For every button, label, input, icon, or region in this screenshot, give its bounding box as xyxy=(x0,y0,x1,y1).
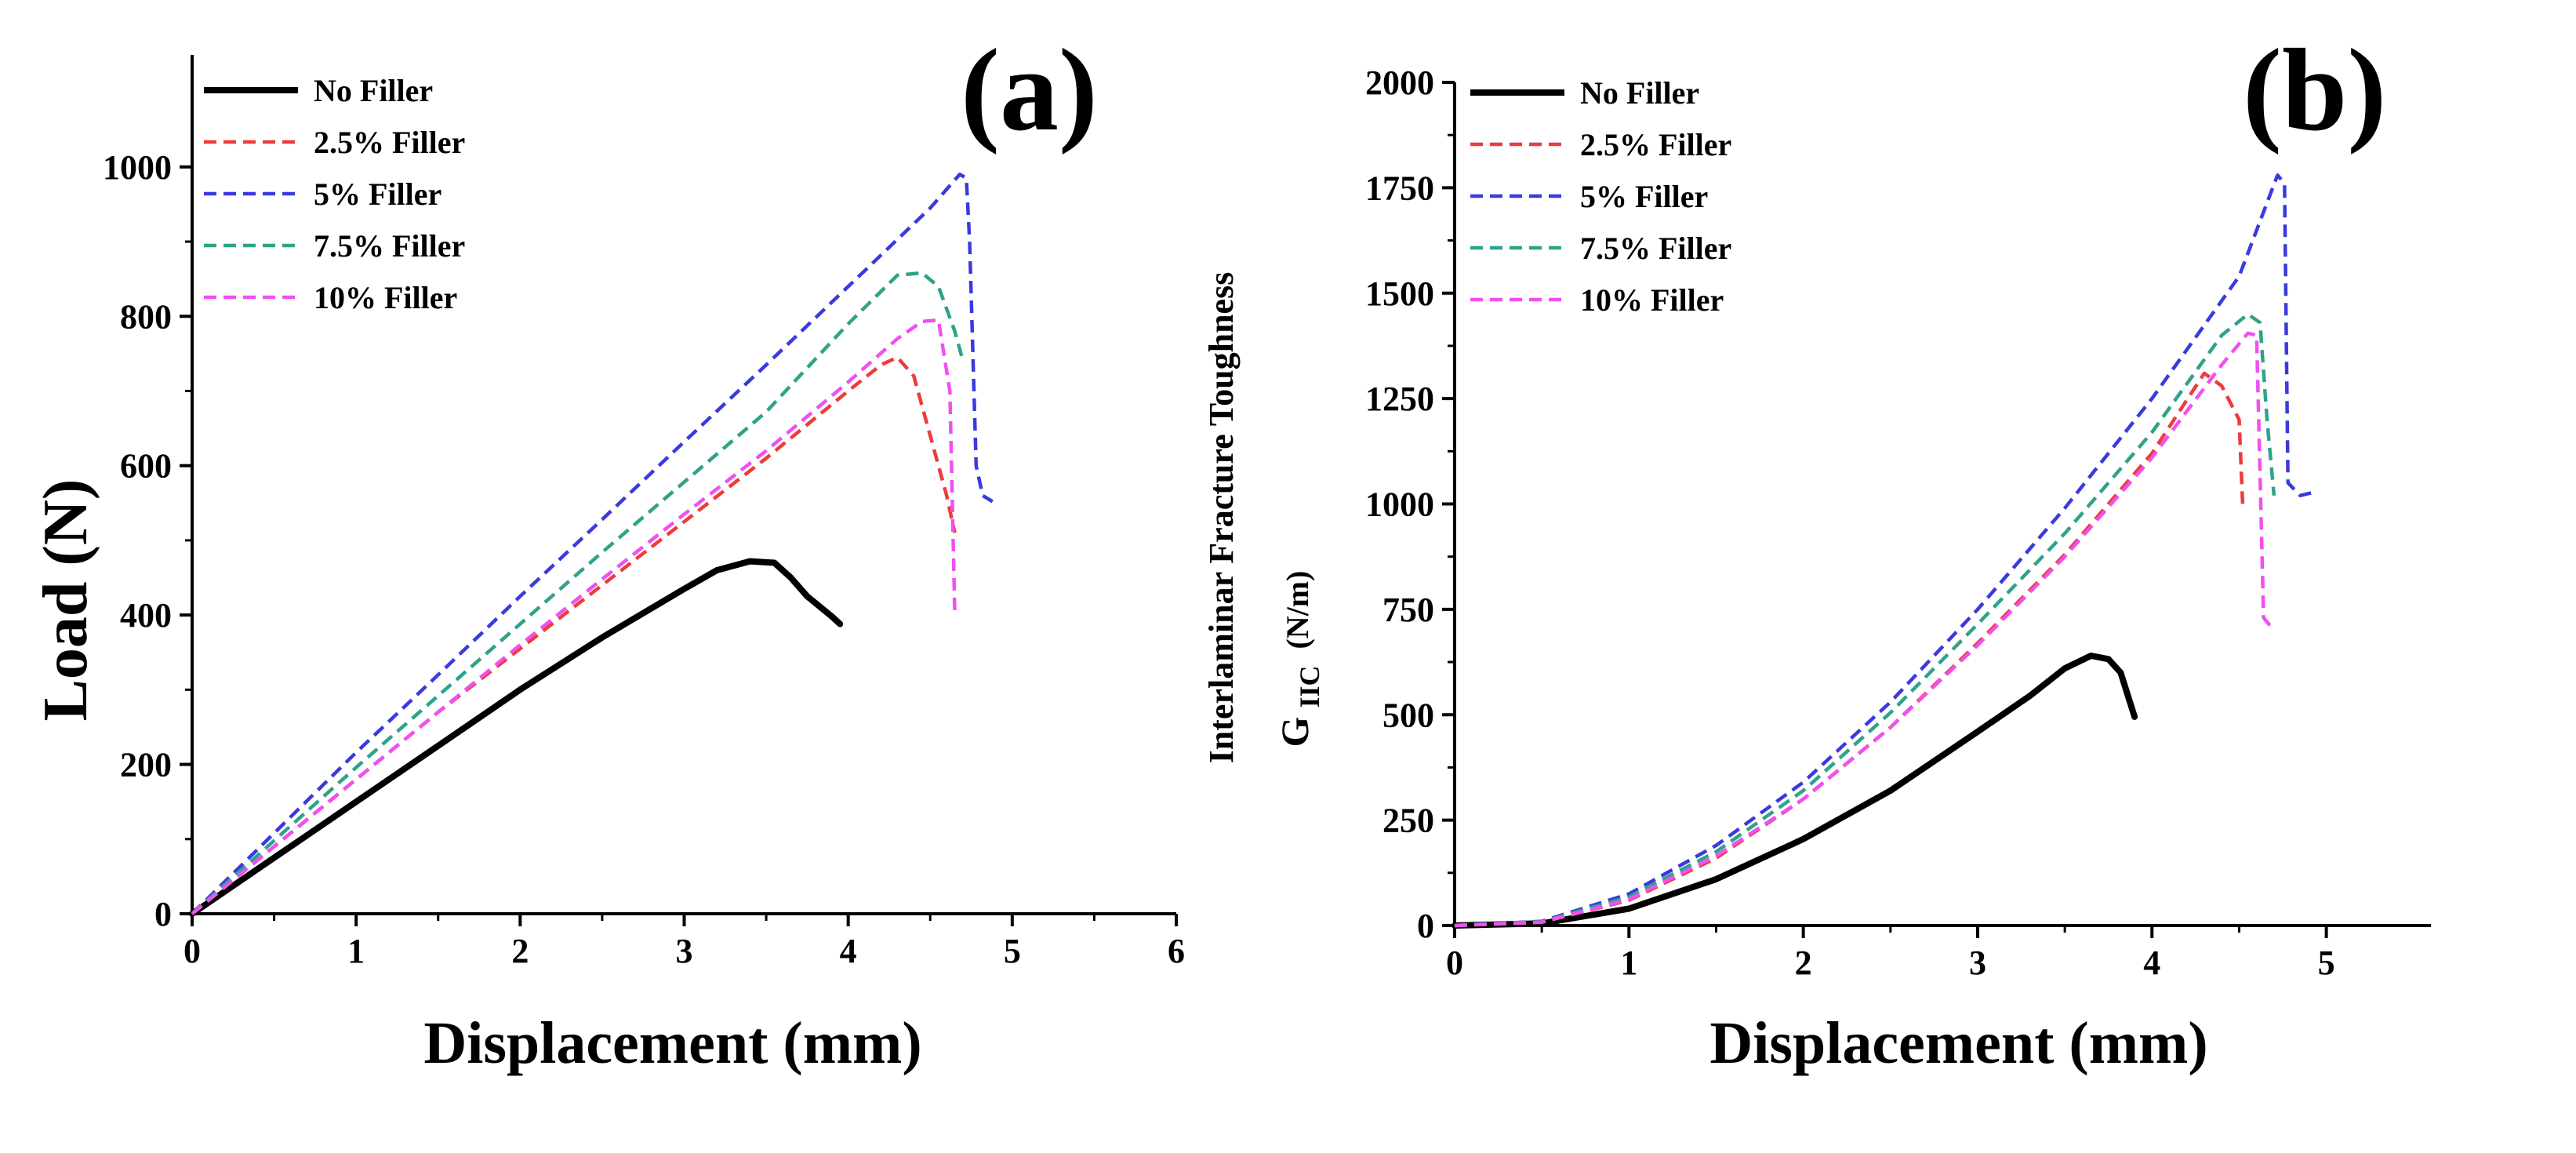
panel-b-ticks: 0 1 2 3 4 5 0 250 500 750 1000 1250 1500 1750 2000 xyxy=(1365,64,2335,982)
legend-label: No Filler xyxy=(314,73,433,108)
y-tick-label: 1250 xyxy=(1365,380,1434,418)
panel-b-x-axis-title: Displacement (mm) xyxy=(1709,1010,2207,1076)
panel-a-series xyxy=(189,173,994,917)
y-tick-label: 1750 xyxy=(1365,169,1434,207)
x-tick-label: 4 xyxy=(2143,944,2160,982)
y-tick-label: 600 xyxy=(120,447,172,486)
panel-a-x-axis-title: Displacement (mm) xyxy=(423,1010,921,1076)
x-tick-label: 1 xyxy=(347,932,365,970)
y-tick-label: 1000 xyxy=(103,148,172,187)
legend-label: 7.5% Filler xyxy=(1580,231,1731,266)
panel-a-load-chart: 0 1 2 3 4 5 6 0 200 400 600 800 1000 No Filler 2.5% F… xyxy=(31,25,1185,1076)
series-line-7-5-filler xyxy=(1454,312,2276,928)
x-tick-label: 1 xyxy=(1620,944,1637,982)
y-tick-label: 1000 xyxy=(1365,486,1434,524)
x-tick-label: 4 xyxy=(840,932,857,970)
y-tick-label: 0 xyxy=(154,895,172,933)
series-line-no-filler xyxy=(1451,653,2138,929)
x-tick-label: 2 xyxy=(511,932,529,970)
svg-text:G IIC (N/m): G IIC (N/m) xyxy=(1273,571,1327,747)
legend-label: 5% Filler xyxy=(1580,179,1708,214)
y-tick-label: 750 xyxy=(1382,591,1434,629)
y-tick-label: 500 xyxy=(1382,696,1434,734)
x-tick-label: 5 xyxy=(1004,932,1021,970)
legend-label: 10% Filler xyxy=(314,280,457,315)
panel-b-toughness-chart: 0 1 2 3 4 5 0 250 500 750 1000 1250 1500 1750 2000 No … xyxy=(1202,25,2431,1076)
panel-b-y-subscript: IIC xyxy=(1294,666,1325,708)
legend-label: 2.5% Filler xyxy=(314,125,465,160)
x-tick-label: 0 xyxy=(1446,944,1463,982)
legend-label: 2.5% Filler xyxy=(1580,127,1731,162)
panel-b-y-axis-title: Interlaminar Fracture Toughness G IIC (N… xyxy=(1202,272,1327,764)
panel-b-y-axis-title-text: Interlaminar Fracture Toughness xyxy=(1202,272,1241,764)
legend-label: 10% Filler xyxy=(1580,282,1724,318)
y-tick-label: 0 xyxy=(1417,907,1434,945)
panel-b-series xyxy=(1451,173,2319,929)
y-tick-label: 400 xyxy=(120,596,172,635)
series-line-no-filler xyxy=(189,558,844,917)
y-tick-label: 200 xyxy=(120,746,172,784)
series-line-2-5-filler xyxy=(1454,371,2245,928)
y-tick-label: 800 xyxy=(120,297,172,336)
panel-a-ticks: 0 1 2 3 4 5 6 0 200 400 600 800 1000 xyxy=(103,148,1185,970)
y-tick-label: 2000 xyxy=(1365,64,1434,102)
y-tick-label: 250 xyxy=(1382,802,1434,840)
y-tick-label: 1500 xyxy=(1365,275,1434,313)
svg-text:Interlaminar Fracture Toughnes: Interlaminar Fracture Toughness xyxy=(1202,272,1241,764)
panel-b-y-symbol: G xyxy=(1273,717,1317,747)
panel-b-legend: No Filler 2.5% Filler 5% Filler 7.5% Filler… xyxy=(1470,75,1731,318)
legend-label: 5% Filler xyxy=(314,176,441,212)
series-line-5-filler xyxy=(191,173,994,915)
panel-a-legend: No Filler 2.5% Filler 5% Filler 7.5% Filler… xyxy=(204,73,465,315)
x-tick-label: 3 xyxy=(676,932,693,970)
panel-b-y-units: (N/m) xyxy=(1280,571,1315,649)
x-tick-label: 3 xyxy=(1969,944,1986,982)
series-line-7-5-filler xyxy=(191,271,965,915)
x-tick-label: 6 xyxy=(1168,932,1185,970)
x-tick-label: 2 xyxy=(1795,944,1812,982)
panel-a-label: (a) xyxy=(961,25,1098,155)
x-tick-label: 0 xyxy=(183,932,201,970)
legend-label: 7.5% Filler xyxy=(314,228,465,264)
series-line-10-filler xyxy=(191,318,957,915)
legend-label: No Filler xyxy=(1580,75,1699,111)
series-line-2-5-filler xyxy=(191,355,957,915)
panel-a-y-axis-title: Load (N) xyxy=(31,479,100,722)
series-line-5-filler xyxy=(1454,173,2319,928)
x-tick-label: 5 xyxy=(2318,944,2335,982)
panel-b-label: (b) xyxy=(2243,25,2386,155)
series-line-10-filler xyxy=(1454,331,2276,928)
